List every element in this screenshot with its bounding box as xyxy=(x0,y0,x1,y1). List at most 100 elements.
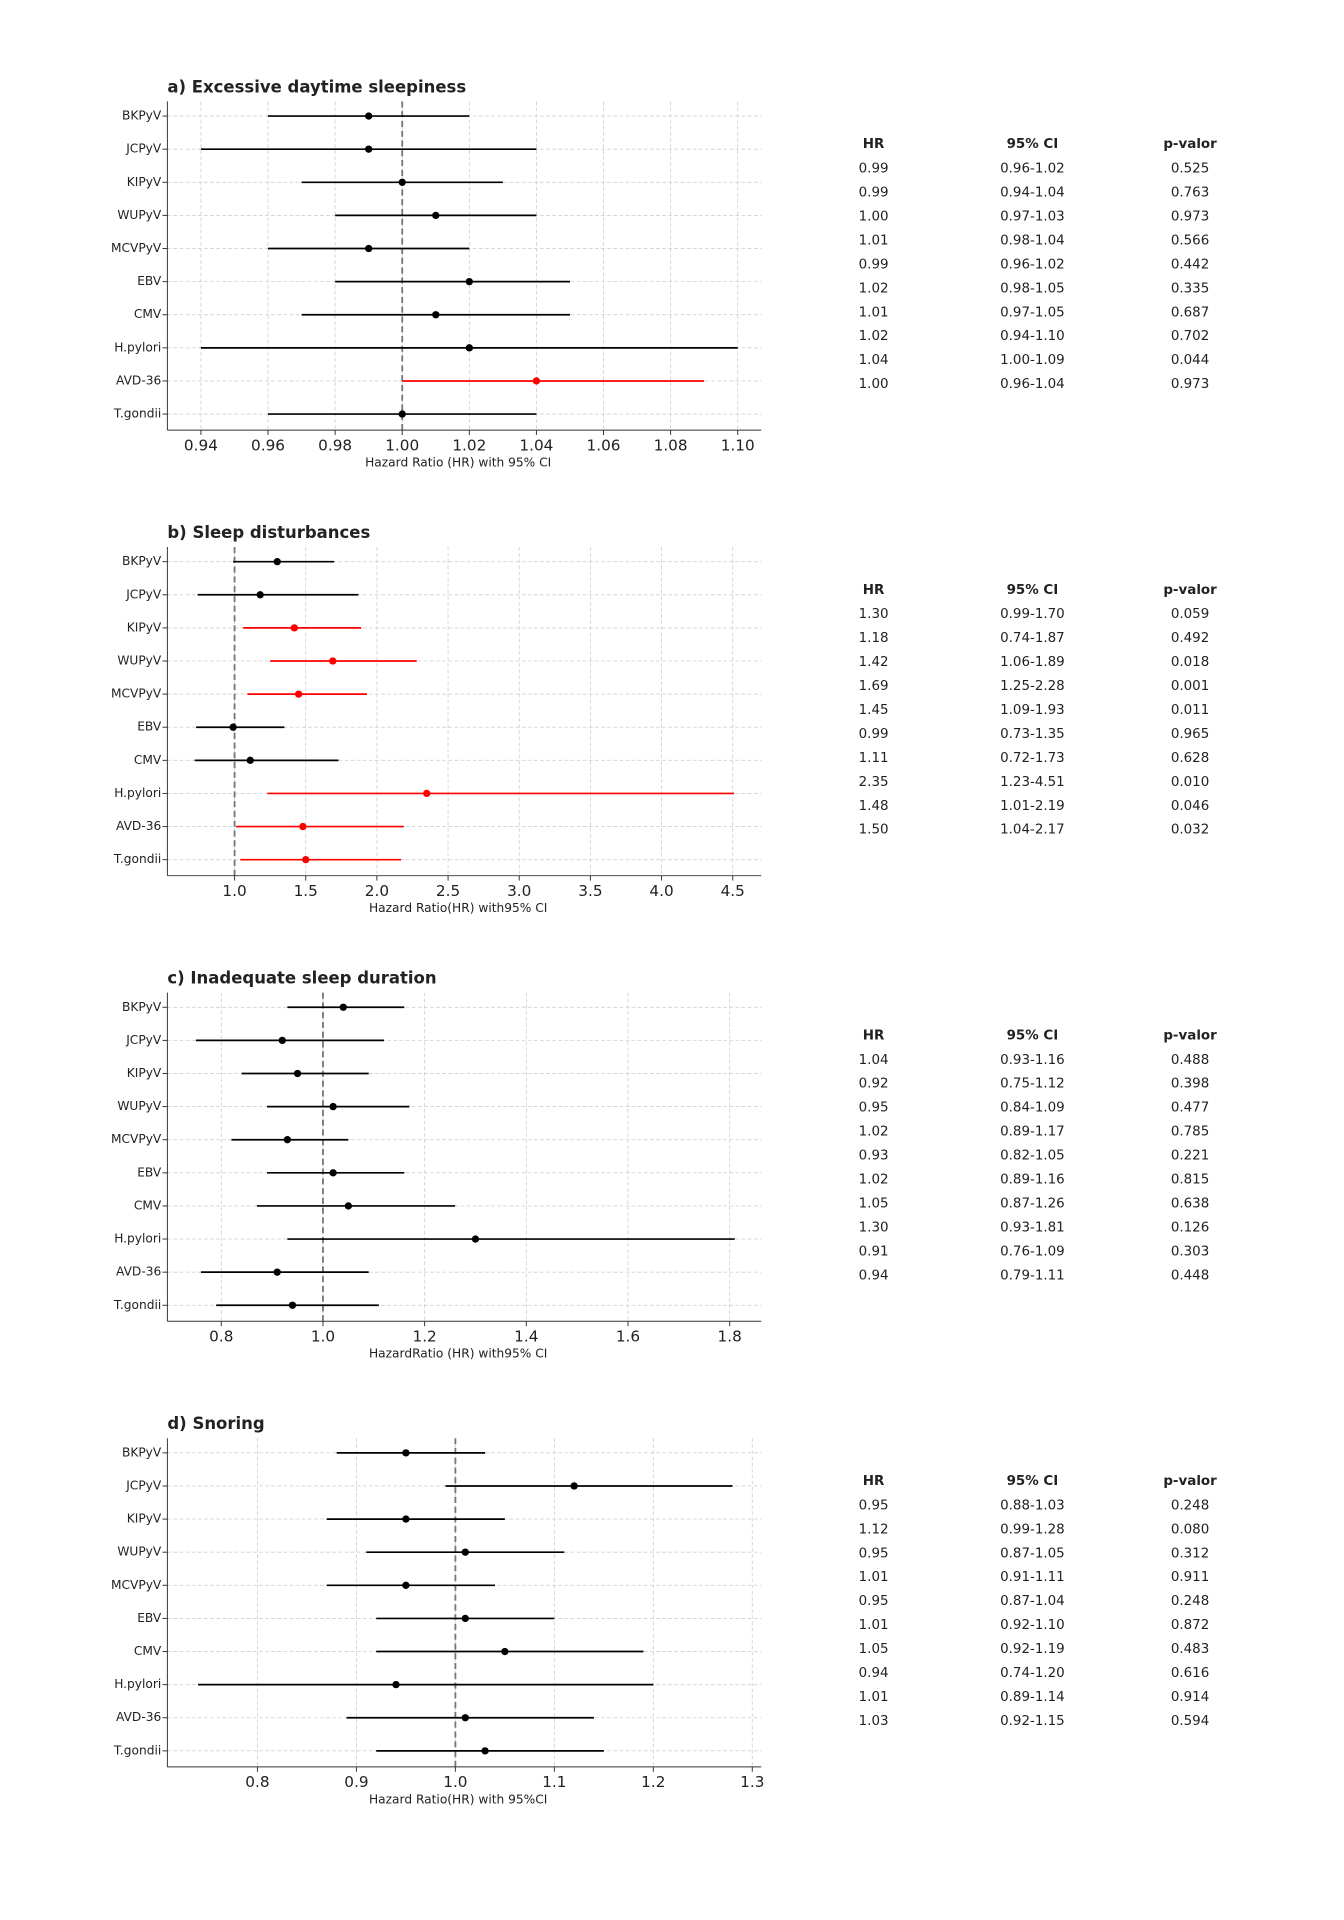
table-ci: 0.88-1.03 xyxy=(1000,1498,1065,1513)
y-tick-label: BKPyV xyxy=(122,1000,162,1014)
x-tick-label: 1.02 xyxy=(452,436,486,454)
table-ci: 0.92-1.15 xyxy=(1000,1714,1065,1729)
table-hr: 1.05 xyxy=(859,1642,889,1657)
hr-point xyxy=(288,1301,297,1309)
table-p: 0.010 xyxy=(1171,775,1209,790)
table-ci: 1.25-2.28 xyxy=(1000,679,1065,694)
table-header: 95% CI xyxy=(1007,583,1059,598)
table-ci: 0.96-1.04 xyxy=(1000,377,1065,392)
y-tick-label: T.gondii xyxy=(113,1298,161,1312)
y-tick-label: WUPyV xyxy=(117,208,162,222)
y-tick-label: BKPyV xyxy=(122,554,162,568)
y-tick-label: WUPyV xyxy=(117,1545,162,1559)
table-ci: 0.72-1.73 xyxy=(1000,751,1065,766)
x-tick-label: 2.5 xyxy=(436,882,460,900)
y-tick-label: H.pylori xyxy=(114,1677,161,1691)
table-hr: 1.42 xyxy=(859,655,889,670)
y-tick-label: JCPyV xyxy=(125,587,162,601)
y-tick-label: AVD-36 xyxy=(116,1710,161,1724)
table-ci: 0.82-1.05 xyxy=(1000,1149,1065,1164)
hr-point xyxy=(392,1680,400,1689)
hr-point xyxy=(465,344,473,352)
hr-point xyxy=(402,1449,410,1457)
table-p: 0.248 xyxy=(1171,1594,1209,1609)
y-tick-label: EBV xyxy=(137,1165,162,1179)
table-p: 0.785 xyxy=(1171,1125,1209,1140)
x-tick-label: 1.5 xyxy=(294,882,318,900)
x-tick-label: 1.2 xyxy=(641,1773,665,1791)
table-header: HR xyxy=(863,1028,885,1043)
x-tick-label: 4.0 xyxy=(649,882,673,900)
y-tick-label: MCVPyV xyxy=(111,687,162,701)
hr-point xyxy=(293,1069,302,1078)
chart-title: a) Excessive daytime sleepiness xyxy=(167,77,466,96)
table-hr: 1.11 xyxy=(859,751,889,766)
hr-point xyxy=(402,1515,410,1523)
table-header: HR xyxy=(863,1474,885,1489)
table-header: 95% CI xyxy=(1007,1028,1059,1043)
table-ci: 0.96-1.02 xyxy=(1000,162,1065,177)
table-p: 0.702 xyxy=(1171,329,1209,344)
chart-title: d) Snoring xyxy=(167,1414,264,1433)
y-tick-label: KIPyV xyxy=(127,1512,162,1526)
table-p: 0.911 xyxy=(1171,1570,1209,1585)
table-ci: 0.98-1.04 xyxy=(1000,233,1065,248)
x-tick-label: 1.0 xyxy=(222,882,246,900)
table-hr: 1.01 xyxy=(859,1618,889,1633)
hr-point xyxy=(465,277,473,286)
hr-point xyxy=(302,856,310,864)
table-ci: 0.79-1.11 xyxy=(1000,1268,1065,1283)
table-p: 0.032 xyxy=(1171,823,1209,838)
hr-point xyxy=(532,377,541,385)
table-header: p-valor xyxy=(1163,1028,1217,1043)
table-ci: 0.93-1.81 xyxy=(1000,1220,1065,1235)
hr-point xyxy=(283,1136,292,1144)
table-hr: 0.92 xyxy=(859,1077,889,1092)
table-ci: 0.75-1.12 xyxy=(1000,1077,1065,1092)
y-tick-label: BKPyV xyxy=(122,109,162,123)
table-p: 0.312 xyxy=(1171,1546,1209,1561)
y-tick-label: KIPyV xyxy=(127,175,162,189)
table-p: 0.973 xyxy=(1171,210,1209,225)
table-hr: 1.50 xyxy=(859,823,889,838)
table-p: 0.492 xyxy=(1171,631,1209,646)
table-ci: 0.99-1.28 xyxy=(1000,1522,1065,1537)
table-hr: 1.01 xyxy=(859,1690,889,1705)
y-tick-label: EBV xyxy=(137,1611,162,1625)
table-hr: 1.04 xyxy=(859,353,889,368)
table-p: 0.303 xyxy=(1171,1244,1209,1259)
hr-point xyxy=(423,789,431,798)
table-p: 0.018 xyxy=(1171,655,1209,670)
table-ci: 1.00-1.09 xyxy=(1000,353,1065,368)
table-ci: 0.99-1.70 xyxy=(1000,607,1065,622)
hr-point xyxy=(365,112,373,120)
x-tick-label: 0.9 xyxy=(344,1773,368,1791)
y-tick-label: EBV xyxy=(137,274,162,288)
hr-point xyxy=(432,311,440,319)
table-p: 0.044 xyxy=(1171,353,1209,368)
table-ci: 0.76-1.09 xyxy=(1000,1244,1065,1259)
y-tick-label: AVD-36 xyxy=(116,373,161,387)
table-hr: 1.04 xyxy=(859,1053,889,1068)
table-hr: 1.18 xyxy=(859,631,889,646)
table-p: 0.080 xyxy=(1171,1522,1209,1537)
table-ci: 0.96-1.02 xyxy=(1000,257,1065,272)
table-header: 95% CI xyxy=(1007,137,1059,152)
table-p: 0.638 xyxy=(1171,1196,1209,1211)
table-p: 0.525 xyxy=(1171,162,1209,177)
x-tick-label: 0.8 xyxy=(209,1328,233,1346)
x-axis-label: HazardRatio (HR) with95% CI xyxy=(369,1347,547,1361)
hr-point xyxy=(481,1747,489,1755)
table-p: 0.483 xyxy=(1171,1642,1209,1657)
x-tick-label: 1.3 xyxy=(740,1773,764,1791)
table-hr: 1.00 xyxy=(859,210,889,225)
table-hr: 1.01 xyxy=(859,305,889,320)
x-tick-label: 0.98 xyxy=(318,436,352,454)
y-tick-label: JCPyV xyxy=(125,142,162,156)
hr-point xyxy=(273,558,281,566)
table-hr: 0.95 xyxy=(859,1101,889,1116)
table-hr: 1.69 xyxy=(859,679,889,694)
x-tick-label: 1.4 xyxy=(514,1328,538,1346)
table-ci: 0.87-1.26 xyxy=(1000,1196,1065,1211)
